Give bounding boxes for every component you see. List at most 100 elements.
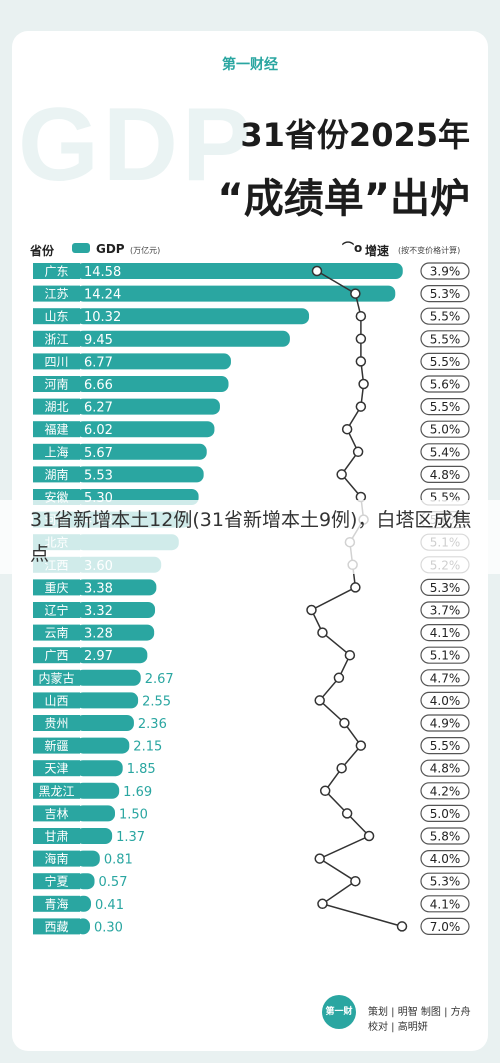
province-label: 内蒙古 [38, 670, 74, 685]
province-label: 福建 [44, 422, 68, 437]
growth-point [352, 446, 364, 458]
gdp-bar [76, 805, 115, 822]
growth-pill [420, 285, 470, 303]
gdp-bar [76, 782, 120, 799]
province-label: 吉林 [44, 807, 68, 821]
growth-label: 4.1% [430, 897, 461, 911]
growth-point [355, 310, 367, 322]
province-label-bg [33, 715, 80, 731]
growth-point [306, 604, 317, 616]
gdp-value-label: 5.53 [84, 468, 113, 483]
gdp-value-label: 6.02 [84, 423, 113, 438]
gdp-value-label: 2.15 [133, 740, 162, 755]
gdp-value-label: 0.30 [94, 920, 123, 935]
growth-label: 5.3% [430, 287, 461, 301]
gdp-value-label: 2.55 [142, 694, 171, 709]
gdp-value-label: 1.37 [116, 830, 145, 845]
growth-pill [420, 262, 470, 280]
growth-point [363, 830, 375, 842]
province-label-bg [33, 579, 80, 596]
province-label: 江苏 [44, 287, 68, 301]
growth-point [336, 762, 347, 774]
growth-point [317, 898, 328, 910]
growth-pill [420, 398, 470, 416]
growth-point [339, 717, 350, 729]
growth-point [344, 649, 356, 661]
gdp-bar [76, 873, 95, 890]
growth-label: 5.5% [430, 310, 461, 324]
growth-point [355, 740, 367, 751]
growth-label: 5.8% [430, 830, 461, 844]
gdp-value-label: 6.77 [84, 355, 113, 370]
growth-label: 4.8% [430, 762, 461, 776]
growth-pill [420, 895, 470, 913]
growth-pill [420, 420, 470, 438]
province-label-bg [33, 353, 80, 370]
growth-label: 3.9% [430, 265, 461, 279]
growth-label: 5.1% [430, 649, 461, 663]
growth-pill [420, 714, 470, 732]
growth-label: 7.0% [430, 920, 461, 934]
growth-label: 5.0% [430, 423, 461, 437]
province-label: 山西 [44, 694, 68, 708]
growth-label: 5.5% [430, 355, 461, 369]
gdp-bar [76, 737, 130, 754]
province-label: 新疆 [44, 738, 68, 753]
province-label-bg [33, 421, 80, 438]
growth-point [317, 627, 328, 638]
province-label-bg [33, 895, 80, 912]
growth-pill [420, 352, 470, 370]
gdp-bar [76, 466, 204, 483]
province-label-bg [33, 760, 80, 777]
gdp-bar [76, 308, 310, 325]
gdp-value-label: 3.28 [84, 627, 113, 642]
growth-point [355, 401, 367, 412]
province-label: 西藏 [44, 920, 68, 934]
growth-label: 5.0% [430, 807, 461, 821]
growth-point [355, 356, 367, 367]
growth-label: 4.0% [430, 694, 461, 708]
province-label-bg [33, 805, 80, 822]
column-header-growth-note: (按不变价格计算) [398, 246, 461, 255]
growth-pill [420, 782, 470, 800]
gdp-value-label: 1.50 [119, 807, 148, 822]
gdp-bar [76, 263, 403, 279]
gdp-bar [76, 285, 396, 302]
growth-pill [420, 827, 470, 845]
province-label-bg [33, 828, 80, 844]
growth-pill [420, 443, 470, 461]
growth-pill [420, 578, 470, 597]
province-label-bg [33, 263, 80, 279]
growth-point [350, 288, 361, 299]
growth-label: 5.5% [430, 332, 461, 346]
gdp-bar [76, 692, 139, 709]
province-label-bg [33, 443, 80, 460]
province-label: 四川 [44, 355, 68, 369]
growth-pill [420, 330, 470, 348]
gdp-value-label: 0.57 [99, 875, 128, 890]
province-label-bg [33, 692, 80, 709]
gdp-value-label: 1.69 [123, 785, 152, 800]
province-label: 辽宁 [44, 603, 68, 618]
growth-label: 4.2% [430, 784, 461, 798]
growth-pill [420, 601, 470, 619]
province-label-bg [33, 669, 80, 686]
province-label: 重庆 [44, 581, 68, 595]
growth-label: 5.3% [430, 875, 461, 889]
province-label: 青海 [44, 896, 68, 911]
province-label-bg [33, 466, 80, 483]
province-label: 湖北 [44, 399, 68, 414]
footer-credits-line-2: 校对 | 高明妍 [368, 1022, 428, 1033]
growth-pill [420, 646, 470, 664]
gdp-value-label: 3.32 [84, 604, 113, 619]
province-label-bg [33, 285, 80, 302]
growth-pill [420, 623, 470, 642]
growth-label: 4.1% [430, 626, 461, 640]
gdp-value-label: 1.85 [127, 762, 156, 777]
growth-pill [420, 691, 470, 710]
gdp-value-label: 6.27 [84, 401, 113, 416]
footer-logo-icon: 第一财经 [322, 995, 356, 1051]
growth-label: 5.6% [430, 378, 461, 392]
gdp-bar [76, 715, 134, 731]
province-label: 河南 [44, 377, 68, 392]
